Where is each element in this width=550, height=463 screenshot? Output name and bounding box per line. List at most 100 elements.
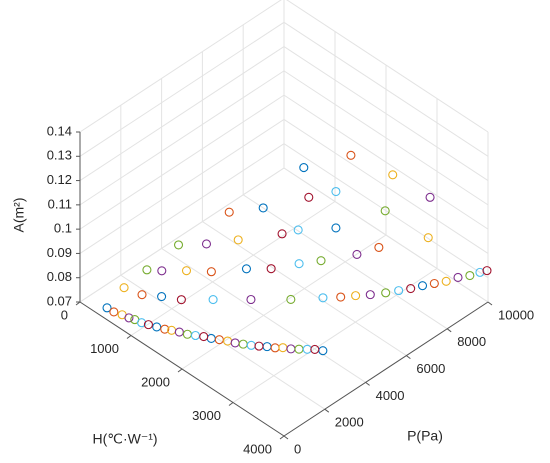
y-tick-label: 4000 <box>376 388 405 403</box>
point <box>294 344 304 354</box>
point <box>201 239 212 249</box>
point <box>316 256 326 266</box>
point <box>174 327 184 337</box>
point <box>152 322 162 332</box>
point <box>482 266 492 276</box>
point <box>270 343 280 353</box>
z-tick-label: 0.13 <box>47 148 72 163</box>
z-tick-label: 0.14 <box>47 123 72 138</box>
x-tick-label: 2000 <box>141 374 170 389</box>
point <box>262 342 272 352</box>
point <box>318 293 328 303</box>
point <box>381 288 391 298</box>
y-tick-label: 2000 <box>335 415 364 430</box>
point <box>293 225 303 235</box>
point <box>310 344 320 354</box>
tick-mark <box>446 328 452 333</box>
axis-line <box>283 301 489 437</box>
grid-line <box>283 119 489 254</box>
grid-line <box>79 119 285 254</box>
point <box>318 346 328 356</box>
tick-mark <box>126 335 132 339</box>
point <box>380 206 390 216</box>
z-tick-label: 0.1 <box>54 221 72 236</box>
grid-line <box>242 194 448 330</box>
point <box>233 235 243 245</box>
point <box>406 284 416 294</box>
point <box>206 333 216 344</box>
point <box>238 339 248 349</box>
point <box>394 286 404 296</box>
point <box>374 242 384 252</box>
grid-line <box>79 70 285 206</box>
point <box>176 295 186 305</box>
tick-mark <box>177 368 183 373</box>
point <box>230 338 240 348</box>
grid-line <box>286 0 489 133</box>
z-axis-label: A(m²) <box>11 198 27 233</box>
x-tick-label: 0 <box>61 307 68 322</box>
point <box>254 341 264 351</box>
point <box>206 267 216 277</box>
grid-line <box>79 0 282 133</box>
tick-mark <box>283 435 289 440</box>
point <box>453 272 463 283</box>
grid-line <box>283 167 489 303</box>
point <box>352 249 362 259</box>
point <box>331 186 341 197</box>
point <box>278 343 288 353</box>
grid-line <box>79 167 285 303</box>
point <box>102 303 112 313</box>
z-tick-label: 0.07 <box>47 293 72 308</box>
point <box>346 150 356 160</box>
tick-mark <box>279 435 285 440</box>
y-tick-label: 6000 <box>416 361 445 376</box>
grid-line <box>79 94 285 230</box>
tick-mark <box>228 402 234 406</box>
point <box>302 344 312 354</box>
point <box>417 281 428 291</box>
point <box>182 329 192 339</box>
point <box>157 266 167 276</box>
point <box>246 294 256 305</box>
point <box>157 292 167 302</box>
point <box>137 318 147 328</box>
grid-line <box>161 247 366 383</box>
point <box>258 203 268 213</box>
grid-line <box>79 143 285 279</box>
point <box>286 294 296 304</box>
point <box>119 283 129 293</box>
point <box>190 330 201 341</box>
grid-line <box>79 46 285 181</box>
x-tick-label: 4000 <box>243 441 272 456</box>
x-tick-label: 3000 <box>192 408 221 423</box>
point <box>286 344 296 354</box>
tick-mark <box>487 301 493 306</box>
grid-line <box>283 21 489 157</box>
point <box>109 307 119 317</box>
point <box>351 291 361 301</box>
y-tick-label: 8000 <box>457 334 486 349</box>
grid-line <box>79 21 285 157</box>
point <box>181 266 192 276</box>
point <box>429 278 439 289</box>
y-tick-label: 10000 <box>498 307 534 322</box>
point <box>294 259 304 269</box>
point <box>441 276 451 286</box>
point <box>465 270 475 281</box>
x-tick-label: 1000 <box>90 341 119 356</box>
tick-mark <box>324 408 330 413</box>
z-tick-label: 0.08 <box>47 269 72 284</box>
grid-line <box>130 201 336 336</box>
z-tick-label: 0.12 <box>47 172 72 187</box>
y-tick-label: 0 <box>294 441 301 456</box>
grid-line <box>283 143 489 279</box>
x-axis-label: H(℃·W⁻¹) <box>92 431 157 447</box>
grid-line <box>283 70 489 206</box>
z-tick-label: 0.11 <box>48 196 72 211</box>
grid-line <box>283 46 489 181</box>
point <box>304 192 314 202</box>
tick-mark <box>365 381 370 386</box>
point <box>199 332 209 342</box>
point <box>246 340 256 350</box>
